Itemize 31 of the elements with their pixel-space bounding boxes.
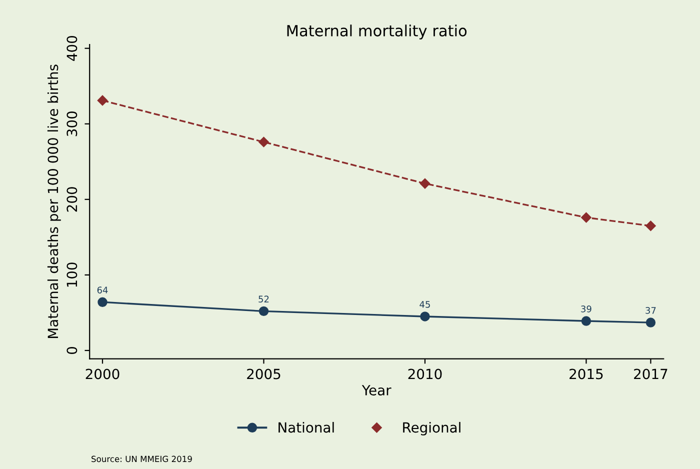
point — [581, 212, 592, 223]
x-axis-title: Year — [362, 385, 392, 396]
source-note: Source: UN MMEIG 2019 — [92, 456, 192, 462]
point — [258, 306, 269, 316]
data-label: 37 — [646, 307, 656, 314]
x-tick-label: 2010 — [408, 368, 442, 380]
legend-label: Regional — [403, 422, 460, 436]
data-label: 39 — [581, 305, 592, 312]
point — [420, 178, 430, 189]
x-tick-label: 2000 — [86, 368, 120, 380]
point — [646, 318, 656, 328]
data-label: 45 — [420, 301, 430, 308]
chart-title: Maternal mortality ratio — [287, 24, 467, 40]
point — [581, 316, 592, 326]
point — [420, 312, 430, 322]
y-axis-title: Maternal deaths per 100 000 live births — [47, 64, 61, 338]
data-label: 52 — [258, 296, 269, 303]
point — [98, 297, 108, 307]
y-tick-label: 300 — [66, 112, 78, 136]
y-tick-label: 200 — [66, 187, 78, 212]
point — [258, 136, 269, 148]
x-tick-label: 2017 — [634, 368, 668, 380]
x-tick-label: 2005 — [247, 368, 280, 380]
legend-label: National — [278, 422, 334, 433]
x-tick-label: 2015 — [570, 368, 603, 380]
point — [646, 220, 656, 231]
point — [97, 95, 108, 106]
y-tick-label: 100 — [66, 262, 78, 287]
data-label: 64 — [97, 286, 108, 294]
y-tick-label: 0 — [66, 346, 78, 354]
y-tick-label: 400 — [66, 36, 78, 61]
